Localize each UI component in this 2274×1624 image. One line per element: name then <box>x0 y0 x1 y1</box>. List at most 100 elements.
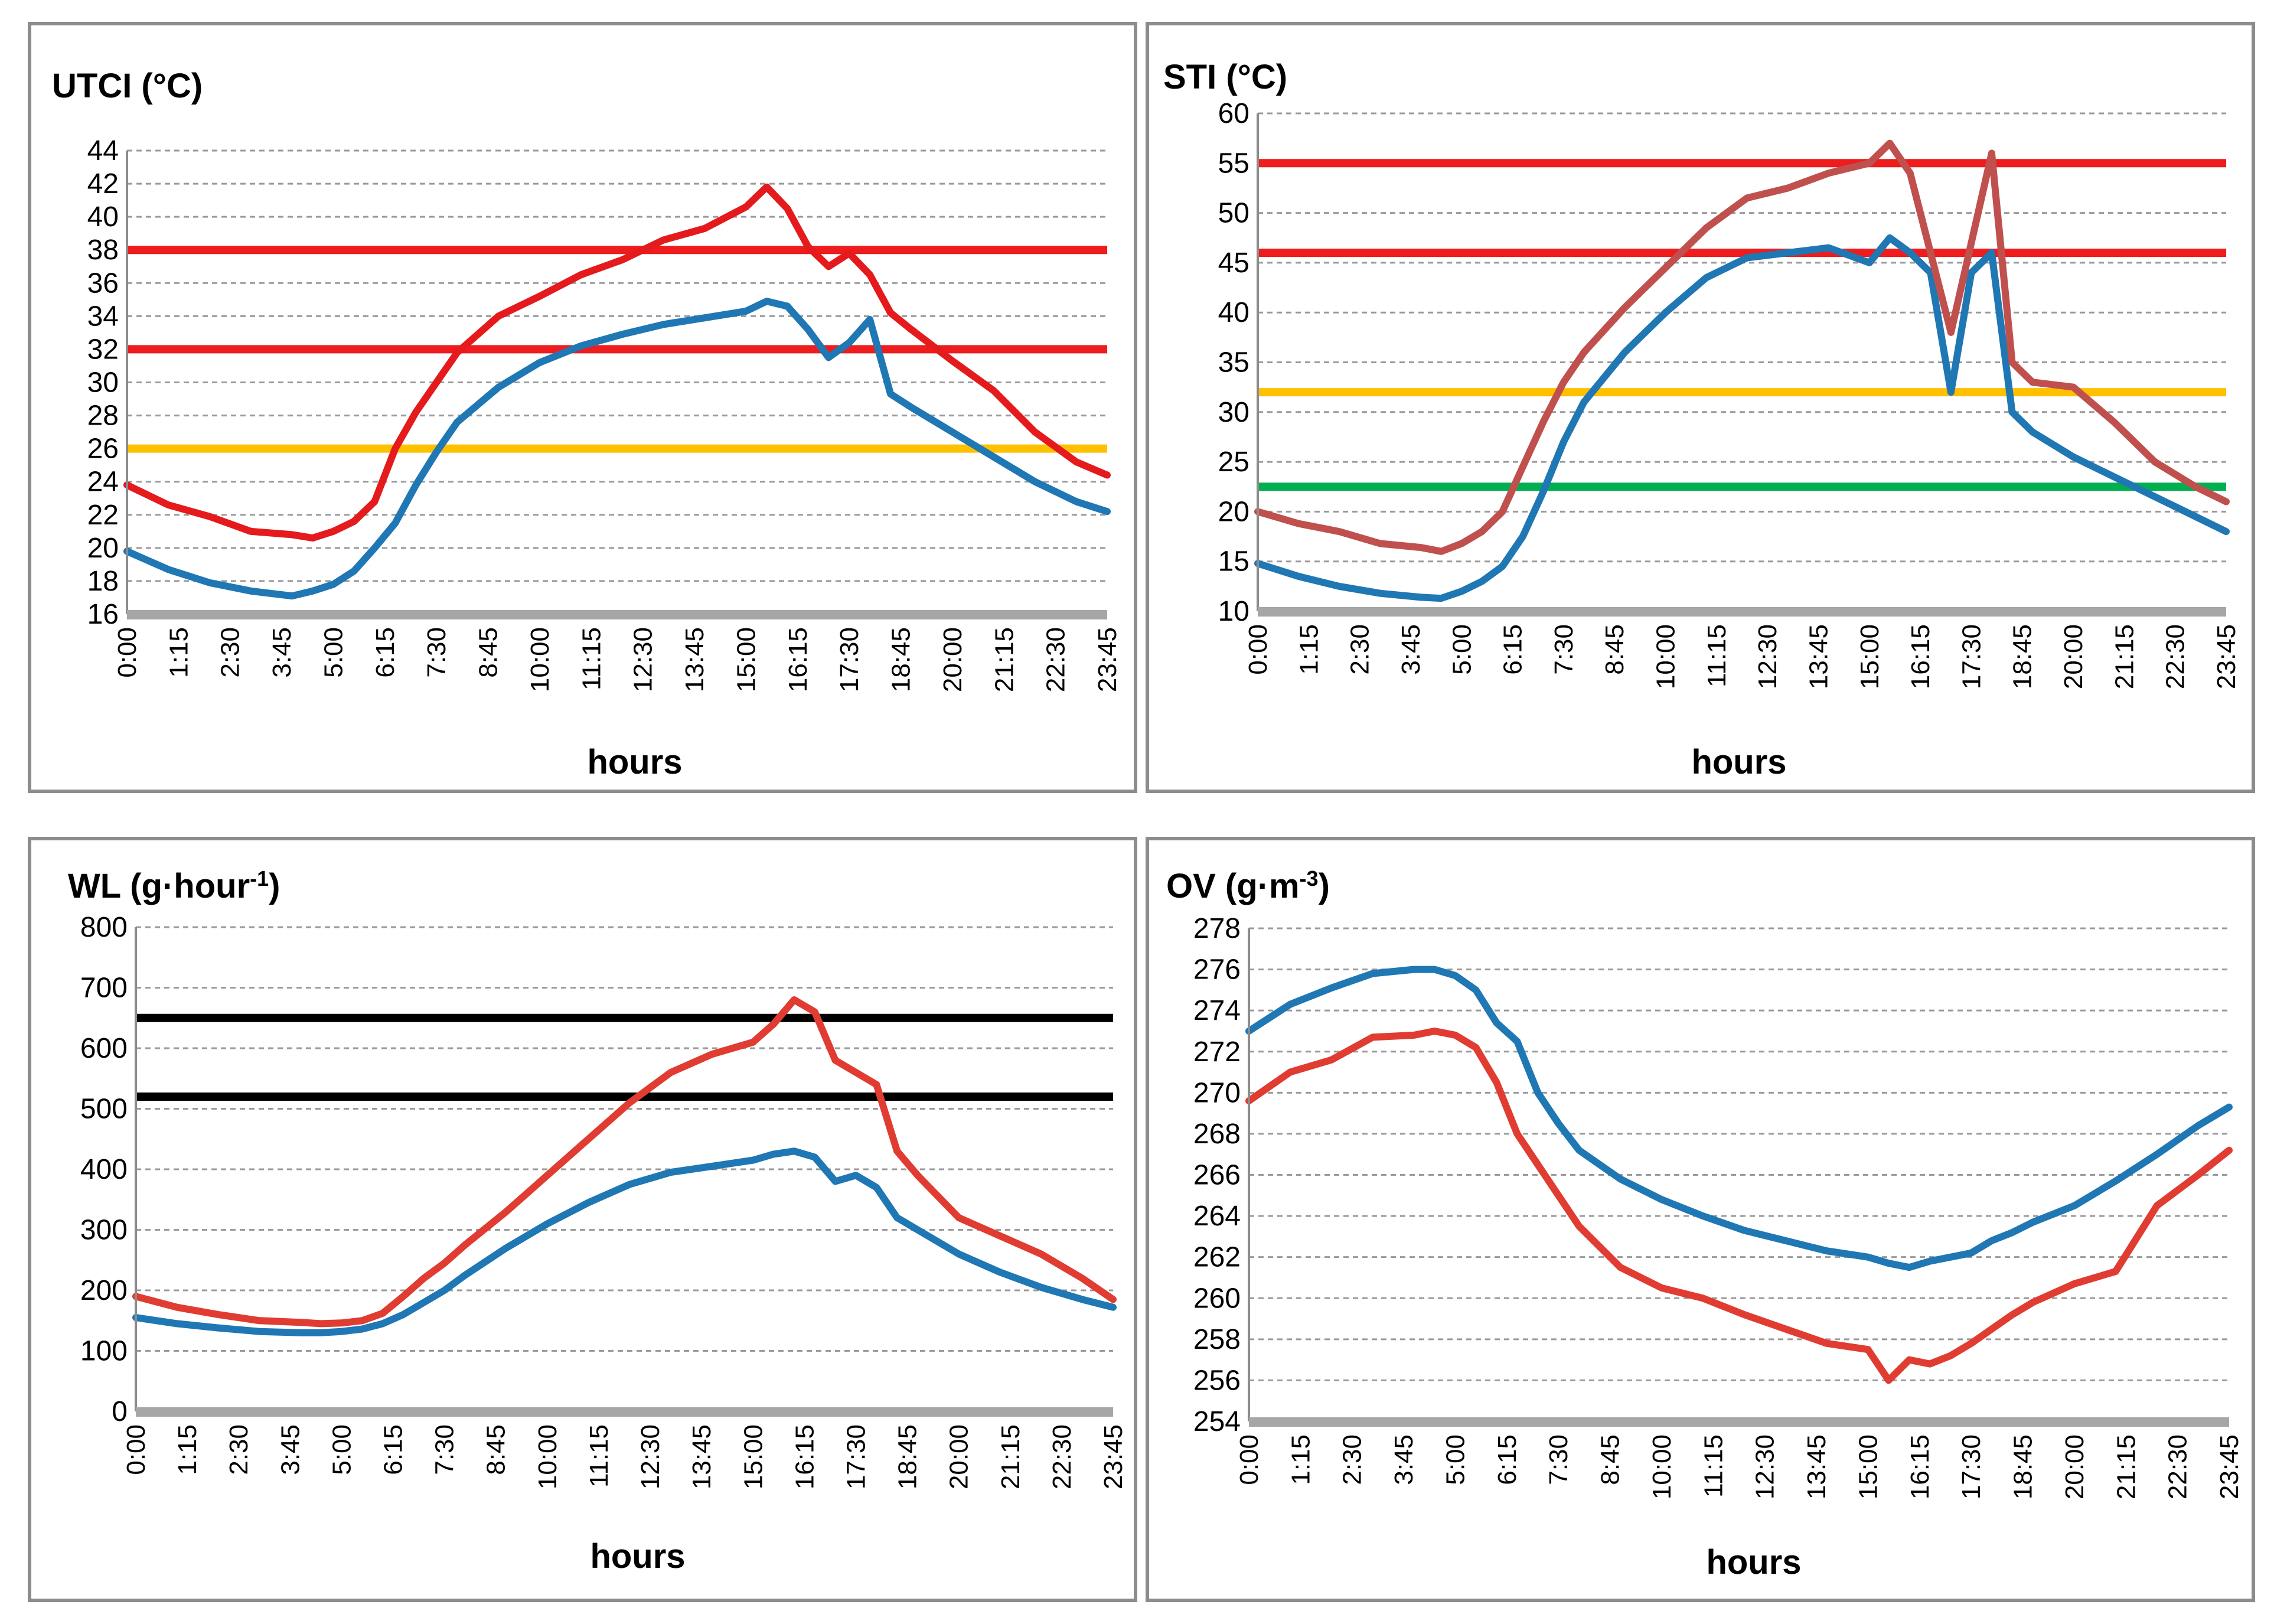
sti-y-tick-label: 30 <box>1218 397 1249 428</box>
wl-x-tick-label: 13:45 <box>687 1424 716 1489</box>
ov-y-tick-label: 260 <box>1193 1283 1241 1314</box>
utci-series-blue <box>123 298 1111 600</box>
wl-x-tick-label: 23:45 <box>1099 1424 1128 1489</box>
sti-x-tick-label: 21:15 <box>2110 624 2139 689</box>
utci-y-tick-label: 42 <box>87 168 119 200</box>
utci-x-tick-label: 22:30 <box>1042 627 1071 692</box>
ov-chart-title: OV (g·m-3) <box>1166 866 1330 906</box>
ov-y-tick-label: 254 <box>1193 1406 1241 1437</box>
ov-series-blue <box>1245 966 2233 1271</box>
utci-x-tick-label: 3:45 <box>267 627 296 678</box>
ov-title-tail: ) <box>1319 867 1330 905</box>
wl-x-tick-label: 3:45 <box>276 1424 305 1475</box>
sti-x-tick-label: 17:30 <box>1957 624 1986 689</box>
wl-x-tick-label: 12:30 <box>636 1424 665 1489</box>
ov-x-tick-label: 6:15 <box>1493 1434 1522 1485</box>
wl-y-tick-label: 600 <box>80 1033 128 1064</box>
utci-y-tick-label: 28 <box>87 400 119 432</box>
wl-x-axis <box>136 1407 1113 1417</box>
ov-x-tick-label: 11:15 <box>1699 1434 1728 1498</box>
sti-x-tick-label: 16:15 <box>1906 624 1935 689</box>
wl-title-superscript: -1 <box>250 866 269 891</box>
sti-y-tick-label: 60 <box>1218 98 1249 129</box>
ov-y-tick-label: 272 <box>1193 1036 1241 1068</box>
wl-x-tick-label: 18:45 <box>893 1424 922 1489</box>
ov-y-tick-label: 276 <box>1193 954 1241 986</box>
utci-y-tick-label: 44 <box>87 135 119 167</box>
utci-y-tick-label: 26 <box>87 433 119 465</box>
sti-y-tick-label: 55 <box>1218 148 1249 179</box>
utci-x-tick-label: 1:15 <box>164 627 193 678</box>
ov-x-tick-label: 15:00 <box>1854 1434 1883 1499</box>
utci-x-tick-label: 2:30 <box>216 627 245 678</box>
utci-x-tick-label: 8:45 <box>474 627 503 678</box>
utci-x-tick-label: 18:45 <box>887 627 916 692</box>
ov-y-tick-label: 266 <box>1193 1160 1241 1191</box>
sti-y-tick-label: 10 <box>1218 596 1249 627</box>
sti-y-tick-label: 40 <box>1218 297 1249 328</box>
ov-y-tick-label: 268 <box>1193 1118 1241 1150</box>
utci-x-tick-label: 15:00 <box>732 627 761 692</box>
wl-x-tick-label: 21:15 <box>996 1424 1025 1489</box>
wl-x-tick-label: 7:30 <box>430 1424 459 1475</box>
wl-series-red <box>132 996 1117 1328</box>
sti-x-tick-label: 22:30 <box>2161 624 2190 689</box>
ov-x-tick-label: 22:30 <box>2164 1434 2193 1499</box>
ov-series-red <box>1245 1028 2233 1384</box>
ov-chart-panel: OV (g·m-3) 254 256 258 260 262 264 266 268 270 27… <box>1146 837 2255 1602</box>
wl-x-tick-label: 5:00 <box>327 1424 356 1475</box>
utci-x-tick-label: 11:15 <box>577 627 606 690</box>
wl-y-tick-label: 800 <box>80 912 128 943</box>
ov-y-tick-label: 274 <box>1193 995 1241 1026</box>
sti-x-tick-label: 8:45 <box>1600 624 1629 675</box>
wl-y-tick-label: 300 <box>80 1215 128 1246</box>
ov-x-tick-label: 18:45 <box>2009 1434 2038 1499</box>
utci-series-red <box>123 183 1111 542</box>
wl-x-tick-label: 22:30 <box>1048 1424 1076 1489</box>
ov-y-tick-label: 262 <box>1193 1242 1241 1273</box>
sti-x-tick-label: 20:00 <box>2059 624 2088 689</box>
wl-y-tick-label: 500 <box>80 1094 128 1125</box>
wl-x-tick-label: 6:15 <box>379 1424 408 1475</box>
utci-y-tick-label: 32 <box>87 334 119 365</box>
sti-x-tick-label: 10:00 <box>1652 624 1681 689</box>
ov-x-axis-label: hours <box>1706 1543 1801 1581</box>
utci-y-tick-label: 40 <box>87 201 119 233</box>
ov-x-axis <box>1249 1417 2229 1427</box>
sti-y-tick-label: 35 <box>1218 347 1249 379</box>
sti-x-axis-label: hours <box>1691 743 1786 781</box>
utci-x-tick-label: 23:45 <box>1093 627 1122 692</box>
wl-x-tick-label: 16:15 <box>790 1424 819 1489</box>
utci-chart-title: UTCI (°C) <box>52 67 203 105</box>
utci-chart-panel: UTCI (°C) 161820222426283032343638404244… <box>28 22 1137 793</box>
wl-y-tick-label: 100 <box>80 1336 128 1367</box>
ov-title-superscript: -3 <box>1300 866 1319 891</box>
wl-series-blue <box>132 1147 1117 1336</box>
utci-x-tick-label: 5:00 <box>319 627 348 678</box>
utci-y-tick-label: 34 <box>87 301 119 332</box>
utci-y-tick-label: 38 <box>87 234 119 266</box>
sti-x-tick-label: 0:00 <box>1244 624 1273 675</box>
ov-x-tick-label: 7:30 <box>1544 1434 1573 1485</box>
ov-x-tick-label: 23:45 <box>2215 1434 2244 1499</box>
utci-x-tick-label: 7:30 <box>422 627 451 678</box>
ov-x-tick-label: 12:30 <box>1751 1434 1780 1499</box>
wl-y-tick-label: 0 <box>112 1396 128 1427</box>
sti-x-tick-label: 23:45 <box>2212 624 2241 689</box>
sti-x-tick-label: 6:15 <box>1499 624 1528 675</box>
utci-x-tick-label: 6:15 <box>371 627 400 678</box>
sti-y-tick-label: 45 <box>1218 247 1249 279</box>
utci-x-tick-label: 12:30 <box>629 627 658 692</box>
utci-y-tick-label: 18 <box>87 566 119 597</box>
utci-x-tick-label: 17:30 <box>835 627 864 692</box>
ov-x-tick-label: 20:00 <box>2060 1434 2089 1499</box>
wl-title-main: WL (g·hour <box>68 867 250 905</box>
sti-y-tick-label: 15 <box>1218 546 1249 578</box>
utci-x-axis <box>127 610 1107 619</box>
wl-x-tick-label: 11:15 <box>585 1424 614 1488</box>
sti-chart-title: STI (°C) <box>1163 58 1287 96</box>
ov-x-tick-label: 3:45 <box>1389 1434 1418 1485</box>
wl-x-tick-label: 15:00 <box>739 1424 768 1489</box>
ov-x-tick-label: 21:15 <box>2112 1434 2141 1499</box>
